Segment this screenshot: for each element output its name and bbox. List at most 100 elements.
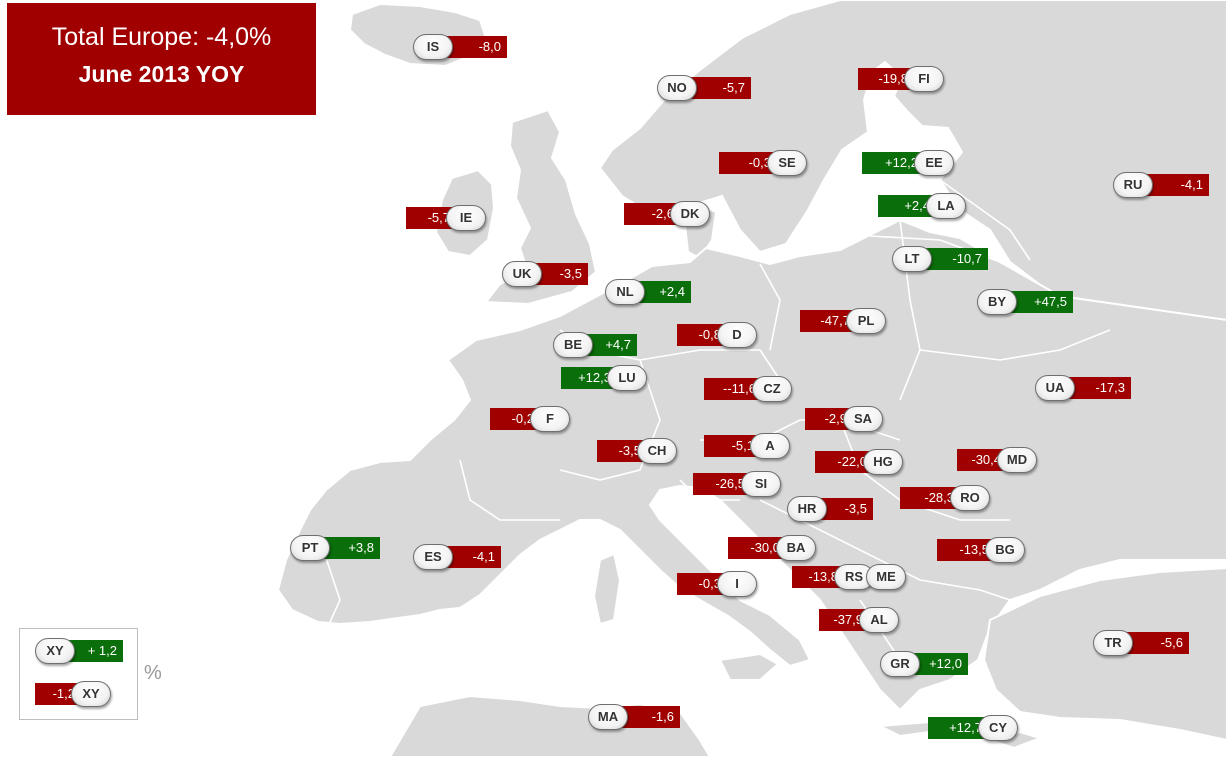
country-value: -4,1 — [1135, 174, 1209, 196]
country-value: -5,6 — [1115, 632, 1189, 654]
country-marker-by: +47,5 BY — [977, 289, 1073, 315]
country-marker-lt: -10,7 LT — [892, 246, 988, 272]
country-marker-gr: +12,0 GR — [880, 651, 968, 677]
country-code-badge: CZ — [752, 376, 792, 402]
country-marker-f: -0,2 F — [490, 406, 570, 432]
country-marker-ua: -17,3 UA — [1035, 375, 1131, 401]
country-code-badge: SA — [843, 406, 883, 432]
country-marker-ie: -5,7 IE — [406, 205, 486, 231]
country-code-badge: LA — [926, 193, 966, 219]
country-marker-sa: -2,9 SA — [805, 406, 883, 432]
country-code-badge: I — [717, 571, 757, 597]
title-total-europe: Total Europe: -4,0% — [51, 23, 272, 51]
country-value: -1,6 — [610, 706, 680, 728]
country-marker-bg: -13,5 BG — [937, 537, 1025, 563]
country-marker-is: -8,0 IS — [413, 34, 507, 60]
legend: + 1,2 XY -1,2 XY — [19, 628, 138, 720]
country-marker-pl: -47,7 PL — [800, 308, 886, 334]
country-code-badge: BY — [977, 289, 1017, 315]
country-code-badge: D — [717, 322, 757, 348]
country-marker-al: -37,9 AL — [819, 607, 899, 633]
country-code-badge: GR — [880, 651, 920, 677]
legend-unit: % — [144, 662, 162, 684]
country-marker-ru: -4,1 RU — [1113, 172, 1209, 198]
country-code-badge: MD — [997, 447, 1037, 473]
country-code-badge: ME — [866, 564, 906, 590]
country-code-badge: RU — [1113, 172, 1153, 198]
scandinavia-shape — [598, 0, 1227, 322]
country-marker-be: +4,7 BE — [553, 332, 637, 358]
country-code-badge: XY — [71, 681, 111, 707]
country-value: -10,7 — [914, 248, 988, 270]
country-code-badge: CH — [637, 438, 677, 464]
country-code-badge: BE — [553, 332, 593, 358]
country-code-badge: IS — [413, 34, 453, 60]
country-marker-lu: +12,3 LU — [561, 365, 647, 391]
country-code-badge: LT — [892, 246, 932, 272]
country-value: -17,3 — [1057, 377, 1131, 399]
country-marker-no: -5,7 NO — [657, 75, 751, 101]
country-code-badge: AL — [859, 607, 899, 633]
country-marker-uk: -3,5 UK — [502, 261, 588, 287]
country-code-badge: F — [530, 406, 570, 432]
country-marker-si: -26,5 SI — [693, 471, 781, 497]
country-marker-cy: +12,7 CY — [928, 715, 1018, 741]
country-marker-la: +2,4 LA — [878, 193, 966, 219]
country-value: +47,5 — [999, 291, 1073, 313]
country-code-badge: LU — [607, 365, 647, 391]
country-code-badge: BA — [776, 535, 816, 561]
country-code-badge: NO — [657, 75, 697, 101]
country-marker-md: -30,4 MD — [957, 447, 1037, 473]
country-code-badge: ES — [413, 544, 453, 570]
country-code-badge: EE — [914, 150, 954, 176]
country-marker-pt: +3,8 PT — [290, 535, 380, 561]
country-code-badge: TR — [1093, 630, 1133, 656]
country-code-badge: XY — [35, 638, 75, 664]
country-code-badge: RO — [950, 485, 990, 511]
country-code-badge: HR — [787, 496, 827, 522]
continent-shape — [276, 218, 1227, 712]
country-code-badge: MA — [588, 704, 628, 730]
country-value: -8,0 — [435, 36, 507, 58]
country-marker-a: -5,1 A — [704, 433, 790, 459]
country-marker-se: -0,3 SE — [719, 150, 807, 176]
country-code-badge: BG — [985, 537, 1025, 563]
title-box: Total Europe: -4,0% June 2013 YOY — [7, 3, 316, 115]
country-code-badge: HG — [863, 449, 903, 475]
country-code-badge: CY — [978, 715, 1018, 741]
country-code-badge: UK — [502, 261, 542, 287]
country-marker-es: -4,1 ES — [413, 544, 501, 570]
country-marker-d: -0,8 D — [677, 322, 757, 348]
country-marker-hg: -22,0 HG — [815, 449, 903, 475]
country-marker-xy: + 1,2 XY — [35, 638, 123, 664]
country-code-badge: FI — [904, 66, 944, 92]
country-code-badge: PT — [290, 535, 330, 561]
sicily-shape — [718, 652, 780, 681]
country-marker-i: -0,3 I — [677, 571, 757, 597]
sardinia-shape — [592, 552, 622, 626]
country-code-badge: DK — [670, 201, 710, 227]
country-marker-me: ME — [866, 564, 910, 590]
country-marker-rs: -13,8 RS — [792, 564, 874, 590]
country-marker-xy: -1,2 XY — [35, 681, 111, 707]
country-code-badge: A — [750, 433, 790, 459]
country-value: -5,7 — [679, 77, 751, 99]
country-marker-dk: -2,6 DK — [624, 201, 710, 227]
country-code-badge: SI — [741, 471, 781, 497]
country-marker-ee: +12,2 EE — [862, 150, 954, 176]
country-marker-cz: --11,6 CZ — [704, 376, 792, 402]
country-marker-hr: -3,5 HR — [787, 496, 873, 522]
country-marker-fi: -19,8 FI — [858, 66, 944, 92]
country-marker-ro: -28,3 RO — [900, 485, 990, 511]
country-marker-tr: -5,6 TR — [1093, 630, 1189, 656]
country-marker-ba: -30,0 BA — [728, 535, 816, 561]
country-code-badge: IE — [446, 205, 486, 231]
country-code-badge: SE — [767, 150, 807, 176]
country-marker-ma: -1,6 MA — [588, 704, 680, 730]
title-period: June 2013 YOY — [78, 61, 245, 87]
country-code-badge: PL — [846, 308, 886, 334]
country-code-badge: UA — [1035, 375, 1075, 401]
country-marker-nl: +2,4 NL — [605, 279, 691, 305]
country-code-badge: NL — [605, 279, 645, 305]
